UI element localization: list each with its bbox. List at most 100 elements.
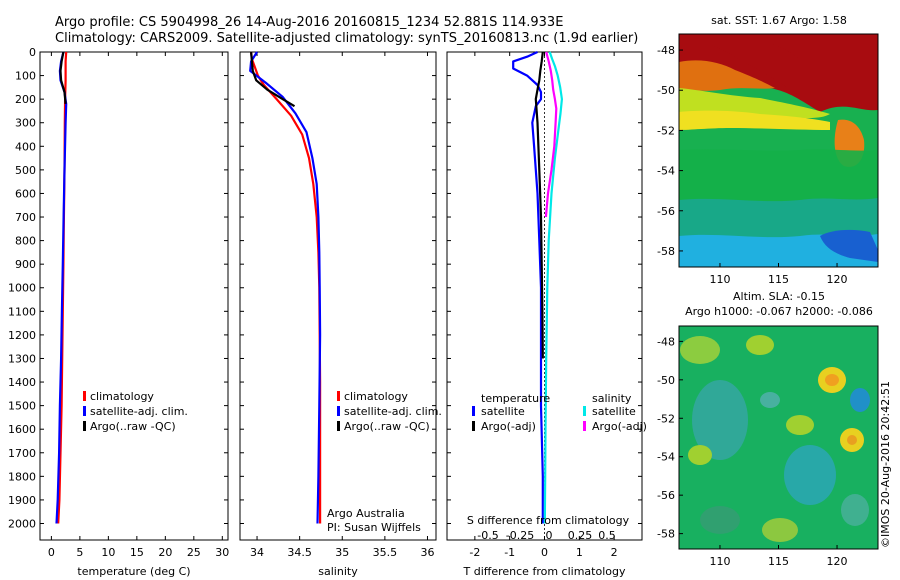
top-tick-label: -0.25	[506, 529, 534, 542]
y-tick-label: 500	[15, 164, 36, 177]
x-tick-label: -2	[469, 546, 480, 559]
series-line-satellite-adj-clim-	[249, 51, 322, 524]
legend-swatch	[337, 406, 340, 416]
legend-label: satellite-adj. clim.	[90, 405, 188, 418]
x-axis-label: salinity	[318, 565, 358, 578]
map-x-tick-label: 115	[768, 273, 789, 286]
y-tick-label: 1800	[8, 470, 36, 483]
map-y-tick-label: -58	[657, 245, 675, 258]
series-line-satellite	[543, 51, 564, 524]
x-tick-label: 5	[76, 546, 83, 559]
annotation-line: PI: Susan Wijffels	[327, 521, 421, 534]
legend-label: Argo(-adj)	[481, 420, 536, 433]
series-line-climatology	[250, 51, 322, 524]
legend-swatch	[83, 421, 86, 431]
legend-swatch	[83, 406, 86, 416]
y-tick-label: 1300	[8, 352, 36, 365]
x-tick-label: -1	[504, 546, 515, 559]
map-y-tick-label: -56	[657, 205, 675, 218]
map-y-tick-label: -50	[657, 374, 675, 387]
y-tick-label: 1600	[8, 423, 36, 436]
y-tick-label: 1200	[8, 329, 36, 342]
legend-group-title: salinity	[592, 392, 632, 405]
sla-map-title: Altim. SLA: -0.15	[733, 290, 825, 303]
header-line2: Climatology: CARS2009. Satellite-adjuste…	[55, 31, 638, 46]
map-x-tick-label: 110	[709, 273, 730, 286]
legend-swatch	[472, 421, 475, 431]
top-tick-label: -0.5	[477, 529, 498, 542]
legend-swatch	[583, 421, 586, 431]
x-tick-label: 1	[576, 546, 583, 559]
sst-map-image	[679, 34, 878, 267]
map-x-tick-label: 115	[768, 555, 789, 568]
y-tick-label: 200	[15, 93, 36, 106]
map-x-tick-label: 110	[709, 555, 730, 568]
x-tick-label: 36	[420, 546, 434, 559]
y-tick-label: 800	[15, 235, 36, 248]
y-tick-label: 1500	[8, 400, 36, 413]
y-tick-label: 400	[15, 140, 36, 153]
sla-map-panel: Altim. SLA: -0.15 Argo h1000: -0.067 h20…	[657, 290, 879, 568]
series-line-argo-raw-qc-	[250, 51, 296, 108]
x-axis-label: T difference from climatology	[463, 565, 626, 578]
legend-swatch	[337, 391, 340, 401]
series-line-satellite	[512, 50, 544, 524]
y-tick-label: 2000	[8, 517, 36, 530]
top-tick-label: 0	[546, 529, 553, 542]
y-tick-label: 1700	[8, 447, 36, 460]
legend-swatch	[472, 406, 475, 416]
plot-frame	[239, 51, 437, 541]
legend-label: Argo(..raw -QC)	[344, 420, 430, 433]
top-axis-label: S difference from climatology	[467, 514, 630, 527]
x-tick-label: 10	[101, 546, 115, 559]
legend-label: climatology	[344, 390, 408, 403]
map-y-tick-label: -58	[657, 528, 675, 541]
map-y-tick-label: -52	[657, 124, 675, 137]
y-tick-label: 1400	[8, 376, 36, 389]
map-y-tick-label: -56	[657, 489, 675, 502]
header-line1: Argo profile: CS 5904998_26 14-Aug-2016 …	[55, 15, 563, 30]
map-x-tick-label: 120	[827, 555, 848, 568]
x-tick-label: 35	[335, 546, 349, 559]
x-tick-label: 20	[158, 546, 172, 559]
x-tick-label: 35.5	[373, 546, 398, 559]
x-axis-label: temperature (deg C)	[77, 565, 190, 578]
legend-label: satellite-adj. clim.	[344, 405, 442, 418]
y-tick-label: 1900	[8, 494, 36, 507]
footer-credit: ©IMOS 20-Aug-2016 20:42:51	[879, 381, 892, 548]
series-line-argo-adj-	[534, 51, 544, 359]
legend-label: Argo(..raw -QC)	[90, 420, 176, 433]
sla-map-image	[679, 326, 878, 549]
temperature-panel: 0100200300400500600700800900100011001200…	[8, 46, 229, 578]
map-y-tick-label: -48	[657, 44, 675, 57]
x-tick-label: 34.5	[287, 546, 312, 559]
sla-map-subtitle: Argo h1000: -0.067 h2000: -0.086	[685, 305, 873, 318]
sst-map-title: sat. SST: 1.67 Argo: 1.58	[711, 14, 847, 27]
y-tick-label: 900	[15, 258, 36, 271]
y-tick-label: 600	[15, 187, 36, 200]
legend-label: satellite	[481, 405, 525, 418]
x-tick-label: 15	[130, 546, 144, 559]
legend-label: climatology	[90, 390, 154, 403]
difference-panel: -2 -1 0 1 2 T difference from climatology temp…	[446, 50, 647, 578]
series-line-argo-raw-qc-	[59, 51, 67, 105]
x-tick-label: 30	[215, 546, 229, 559]
annotation-line: Argo Australia	[327, 507, 405, 520]
x-tick-label: 2	[611, 546, 618, 559]
legend-label: Argo(-adj)	[592, 420, 647, 433]
legend-swatch	[583, 406, 586, 416]
legend-label: satellite	[592, 405, 636, 418]
legend-swatch	[337, 421, 340, 431]
y-tick-label: 1100	[8, 305, 36, 318]
salinity-panel: 34 34.5 35 35.5 36 salinity climatology satelli…	[239, 51, 442, 578]
top-tick-label: 0.5	[598, 529, 616, 542]
x-tick-label: 0	[48, 546, 55, 559]
series-line-argo-adj-	[544, 51, 558, 218]
map-x-tick-label: 120	[827, 273, 848, 286]
y-tick-label: 1000	[8, 282, 36, 295]
sst-map-axes: 110 115 120 -48 -50 -52 -54 -56 -58	[657, 44, 847, 286]
plot-frame	[39, 51, 229, 541]
x-tick-label: 25	[187, 546, 201, 559]
y-tick-label: 300	[15, 117, 36, 130]
map-y-tick-label: -54	[657, 451, 675, 464]
